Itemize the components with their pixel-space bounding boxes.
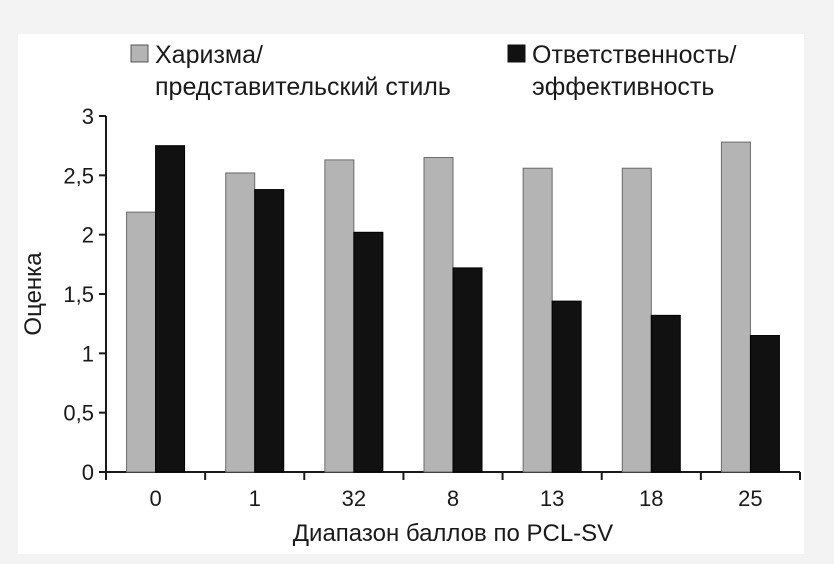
x-tick-label: 25 <box>738 486 762 511</box>
bar-charisma <box>126 211 157 473</box>
bar-charisma <box>324 159 355 473</box>
legend-label-charisma-line1: Харизма/ <box>155 41 263 69</box>
legend-swatch-responsibility <box>507 44 526 63</box>
bar-responsibility <box>749 335 780 473</box>
y-ticks: 0 0,5 1 1,5 2 2,5 3 <box>63 104 106 485</box>
x-tick-label: 32 <box>342 486 366 511</box>
x-ticks: 0 1 32 8 13 18 25 <box>105 472 801 511</box>
y-tick-label: 1,5 <box>63 282 94 307</box>
y-tick-label: 2,5 <box>63 163 94 188</box>
bar-charisma <box>720 141 751 473</box>
bar-charisma <box>423 157 454 473</box>
legend: Харизма/ представительский стиль Ответст… <box>130 41 736 101</box>
y-tick-label: 0 <box>82 460 94 485</box>
x-tick-label: 8 <box>447 486 459 511</box>
bar-charisma <box>522 167 553 473</box>
bar-responsibility <box>353 231 384 473</box>
bar-responsibility <box>254 189 285 473</box>
bar-charisma <box>225 172 256 473</box>
bar-responsibility <box>650 314 681 473</box>
legend-label-charisma-line2: представительский стиль <box>155 73 451 101</box>
bar-responsibility <box>551 300 582 473</box>
y-axis-title: Оценка <box>20 252 47 336</box>
legend-label-responsibility-line1: Ответственность/ <box>532 41 736 69</box>
legend-label-responsibility-line2: эффективность <box>532 73 714 101</box>
x-tick-label: 0 <box>149 486 161 511</box>
x-axis-title: Диапазон баллов по PCL-SV <box>293 520 613 547</box>
x-tick-label: 1 <box>249 486 261 511</box>
bar-charisma <box>621 167 652 473</box>
bar-responsibility <box>452 267 483 473</box>
bar-responsibility <box>155 145 186 473</box>
x-tick-label: 13 <box>540 486 564 511</box>
x-tick-label: 18 <box>639 486 663 511</box>
legend-swatch-charisma <box>130 44 149 63</box>
y-tick-label: 3 <box>82 104 94 129</box>
y-tick-label: 2 <box>82 223 94 248</box>
bars <box>126 141 780 473</box>
y-tick-label: 1 <box>82 341 94 366</box>
y-tick-label: 0,5 <box>63 401 94 426</box>
